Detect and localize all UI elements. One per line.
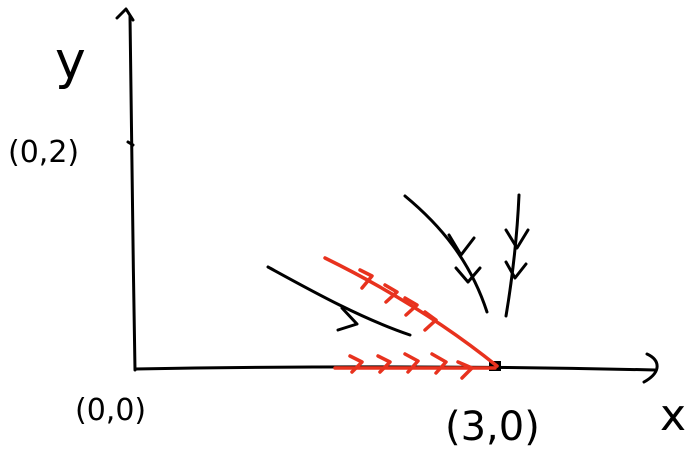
equilibrium-label: (3,0) bbox=[445, 404, 540, 450]
phase-sketch: y (0,2) (0,0) (3,0) x bbox=[0, 0, 696, 461]
page: {"labels": {"y_axis": "y", "x_axis": "x"… bbox=[0, 0, 696, 461]
background bbox=[0, 0, 696, 461]
origin-label: (0,0) bbox=[75, 393, 146, 428]
x-axis-label: x bbox=[660, 390, 686, 441]
point-label: (0,2) bbox=[8, 135, 79, 170]
y-axis-label: y bbox=[55, 31, 86, 91]
